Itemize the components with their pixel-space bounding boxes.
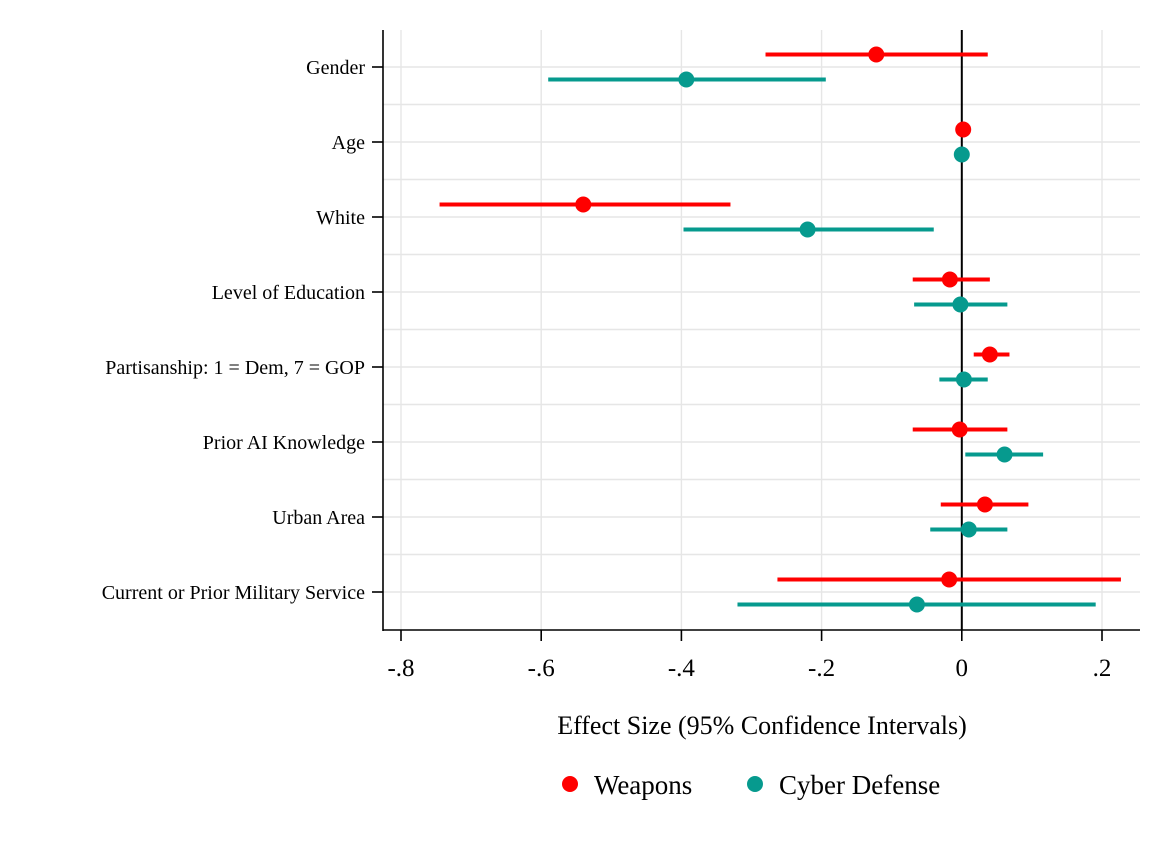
x-axis-title: Effect Size (95% Confidence Intervals) [557, 711, 967, 740]
x-tick-label: .2 [1093, 655, 1112, 682]
estimate-point-weapons-age [955, 121, 972, 138]
estimate-point-cyber-defense-age [953, 146, 970, 163]
estimate-point-cyber-defense-partisanship-1-dem-7-gop [955, 371, 972, 388]
estimate-point-weapons-partisanship-1-dem-7-gop [981, 346, 998, 363]
estimate-point-cyber-defense-gender [678, 71, 695, 88]
legend-marker-cyber-defense [747, 776, 763, 792]
category-label-white: White [316, 207, 365, 229]
legend: Weapons Cyber Defense [562, 770, 940, 800]
x-tick-label: -.2 [808, 655, 835, 682]
category-labels: Gender Age White Level of Education Partisan… [102, 57, 366, 604]
legend-marker-weapons [562, 776, 578, 792]
estimate-point-weapons-level-of-education [941, 271, 958, 288]
estimate-point-weapons-urban-area [976, 496, 993, 513]
x-tick-label: -.8 [387, 655, 414, 682]
estimate-point-weapons-current-or-prior-military-service [941, 571, 958, 588]
legend-label-cyber-defense: Cyber Defense [779, 770, 940, 800]
estimate-point-cyber-defense-white [799, 221, 816, 238]
category-label-partisanship-1-dem-7-gop: Partisanship: 1 = Dem, 7 = GOP [105, 357, 365, 379]
category-label-urban-area: Urban Area [272, 507, 365, 529]
grid-lines [383, 30, 1140, 630]
estimate-point-weapons-prior-ai-knowledge [951, 421, 968, 438]
category-label-level-of-education: Level of Education [212, 282, 365, 304]
x-tick-label: -.4 [668, 655, 696, 682]
estimate-point-weapons-gender [868, 46, 885, 63]
estimate-point-cyber-defense-current-or-prior-military-service [908, 596, 925, 613]
category-label-age: Age [332, 132, 365, 154]
estimate-point-cyber-defense-level-of-education [952, 296, 969, 313]
category-label-gender: Gender [306, 57, 365, 79]
x-tick-labels: -.8 -.6 -.4 -.2 0 .2 [387, 655, 1111, 682]
estimate-point-weapons-white [575, 196, 592, 213]
x-tick-label: 0 [956, 655, 969, 682]
estimate-point-cyber-defense-prior-ai-knowledge [996, 446, 1013, 463]
estimate-point-cyber-defense-urban-area [960, 521, 977, 538]
category-label-current-or-prior-military-service: Current or Prior Military Service [102, 582, 365, 604]
estimate-marks [439, 46, 1121, 613]
category-label-prior-ai-knowledge: Prior AI Knowledge [203, 432, 365, 454]
axes [372, 30, 1140, 641]
legend-label-weapons: Weapons [594, 770, 692, 800]
x-tick-label: -.6 [528, 655, 555, 682]
